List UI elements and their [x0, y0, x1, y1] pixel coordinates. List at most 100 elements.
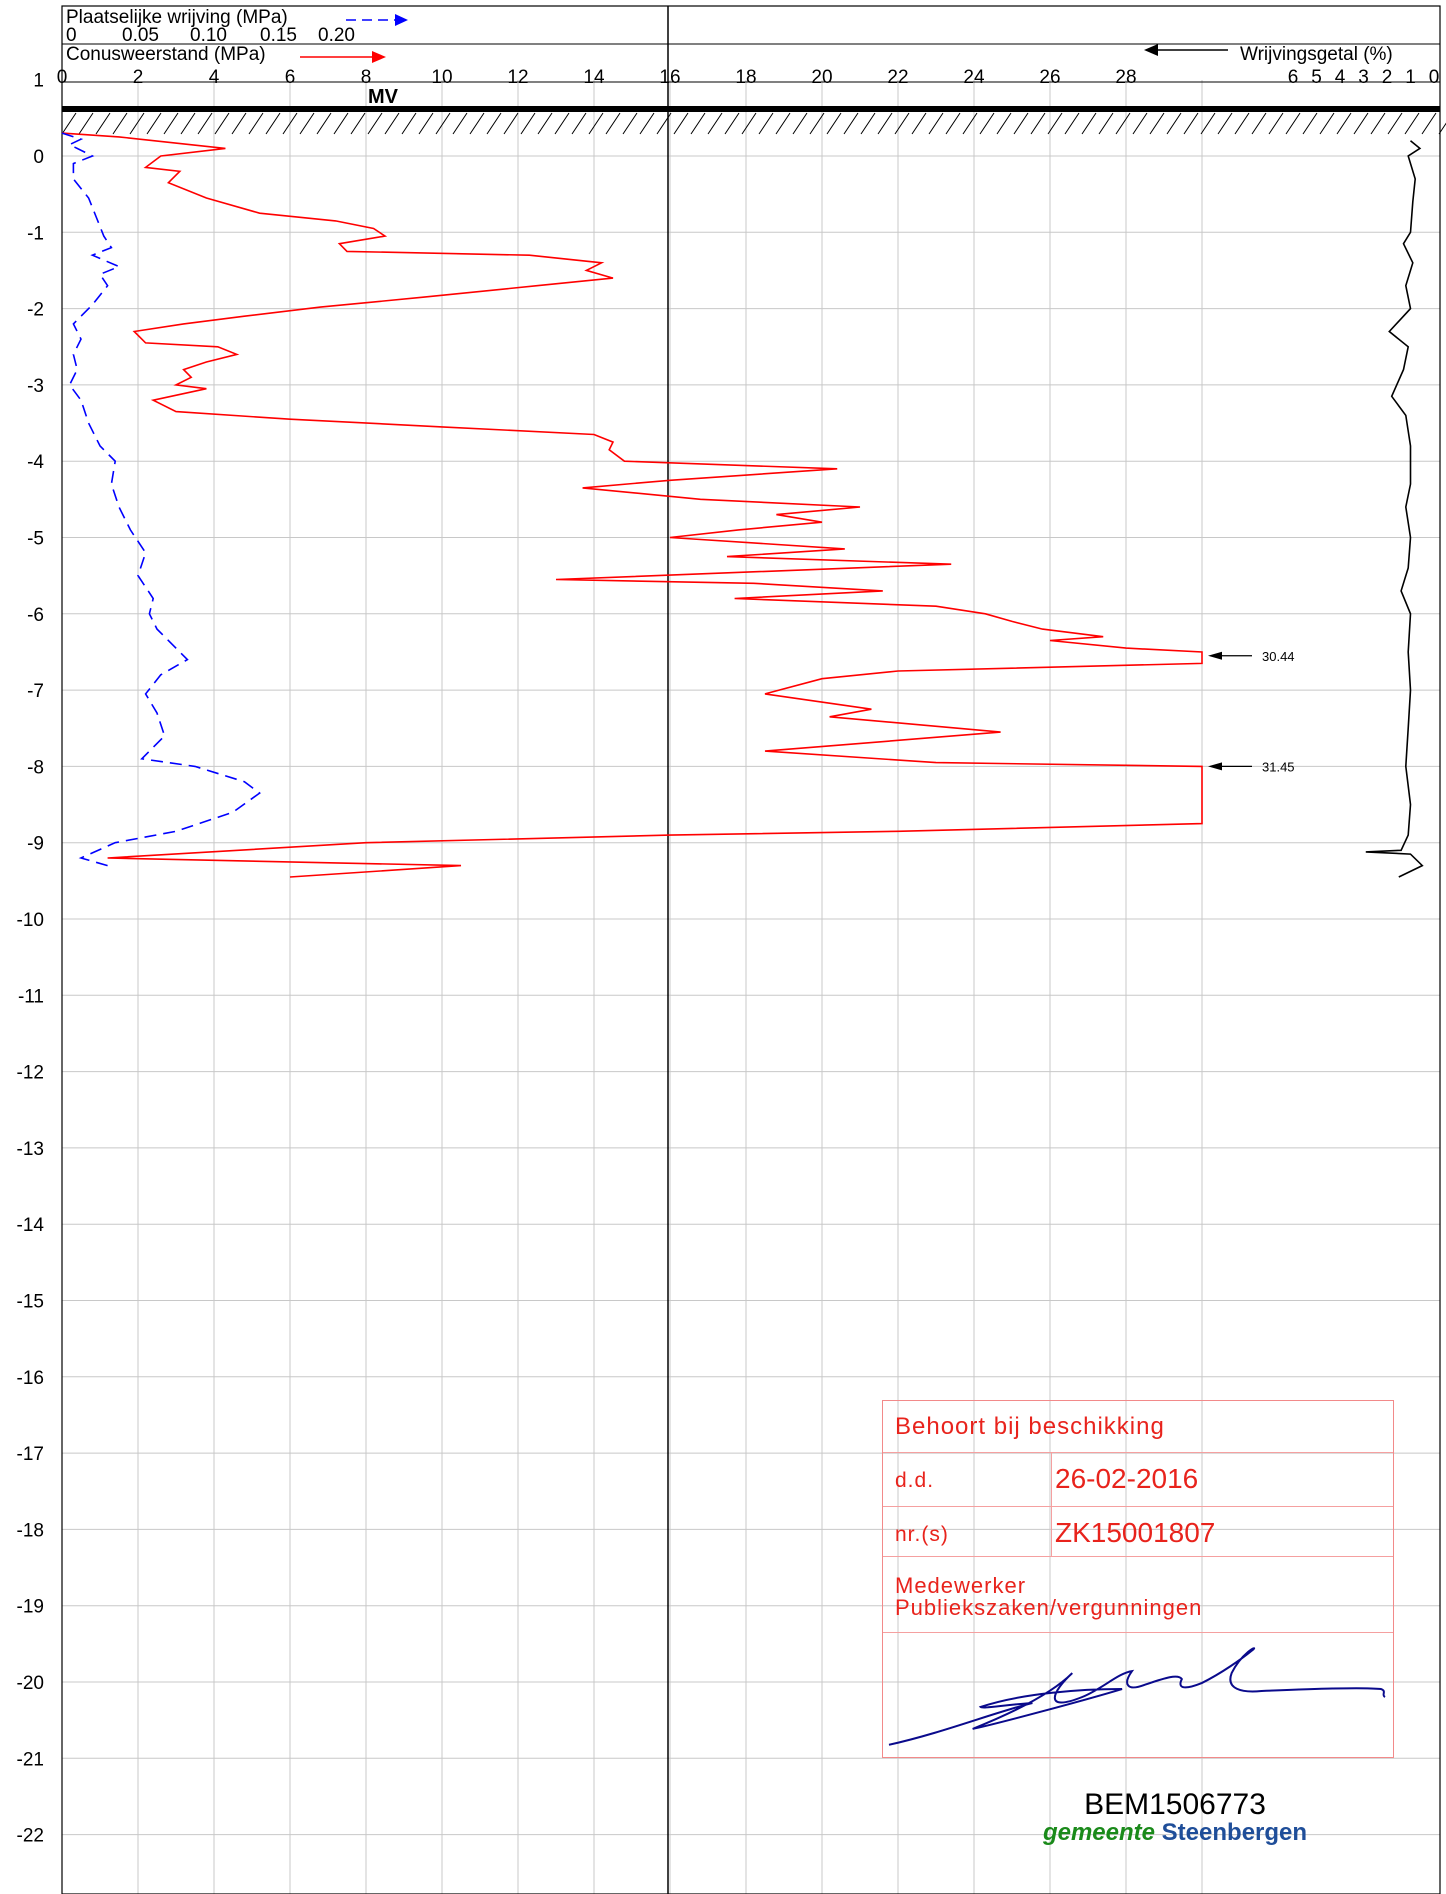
- hatch-mark: [350, 112, 366, 135]
- plot-frame: [61, 5, 1441, 1894]
- stamp-number-value: ZK15001807: [1055, 1517, 1216, 1548]
- hatch-mark: [911, 112, 927, 135]
- cone-tick-label: 20: [811, 67, 832, 88]
- friction-legend-arrowhead: [395, 14, 408, 26]
- hatch-mark: [1081, 112, 1097, 135]
- hatch-mark: [962, 112, 978, 135]
- hatch-mark: [1336, 112, 1352, 135]
- hatch-mark: [554, 112, 570, 135]
- depth-tick-label: -2: [27, 300, 44, 321]
- depth-tick-label: -14: [17, 1215, 45, 1236]
- depth-tick-label: -1: [27, 223, 44, 244]
- stamp-divider: [1051, 1453, 1052, 1557]
- ratio-axis-title: Wrijvingsgetal (%): [1240, 44, 1393, 65]
- hatch-mark: [78, 112, 94, 135]
- depth-tick-label: -3: [27, 376, 44, 397]
- ratio-tick-label: 1: [1405, 67, 1416, 88]
- depth-tick-label: -16: [17, 1368, 44, 1389]
- stamp-number-row: nr.(s) ZK15001807: [883, 1507, 1393, 1557]
- friction-axis-title: Plaatselijke wrijving (MPa): [66, 7, 288, 28]
- cone-tick-label: 8: [361, 67, 372, 88]
- hatch-mark: [418, 112, 434, 135]
- chart-series: [61, 132, 1424, 878]
- depth-tick-label: -22: [17, 1826, 44, 1847]
- hatch-mark: [928, 112, 944, 135]
- hatch-mark: [1234, 112, 1250, 135]
- cone-tick-label: 26: [1039, 67, 1060, 88]
- hatch-mark: [1421, 112, 1437, 135]
- stamp-number-label: nr.(s): [895, 1523, 949, 1546]
- hatch-mark: [180, 112, 196, 135]
- depth-tick-label: -12: [17, 1063, 44, 1084]
- municipality-logo: gemeente Steenbergen: [1000, 1820, 1350, 1846]
- hatch-mark: [1353, 112, 1369, 135]
- hatch-mark: [452, 112, 468, 135]
- cone-legend-arrowhead: [372, 51, 386, 63]
- hatch-mark: [1370, 112, 1386, 135]
- annotation-value: 30.44: [1262, 649, 1295, 664]
- depth-tick-label: -7: [27, 681, 44, 702]
- hatch-mark: [843, 112, 859, 135]
- stamp-role: Medewerker Publiekszaken/vergunningen: [883, 1557, 1393, 1633]
- cone-tick-label: 22: [887, 67, 908, 88]
- depth-tick-label: -9: [27, 834, 44, 855]
- depth-tick-label: 0: [33, 147, 44, 168]
- hatch-mark: [333, 112, 349, 135]
- friction-tick-label: 0: [66, 25, 77, 46]
- depth-tick-label: -10: [17, 910, 44, 931]
- depth-tick-label: -5: [27, 529, 44, 550]
- hatch-mark: [520, 112, 536, 135]
- hatch-mark: [231, 112, 247, 135]
- hatch-mark: [299, 112, 315, 135]
- hatch-mark: [1251, 112, 1267, 135]
- hatch-mark: [1047, 112, 1063, 135]
- hatch-mark: [1132, 112, 1148, 135]
- hatch-mark: [469, 112, 485, 135]
- hatch-mark: [979, 112, 995, 135]
- hatch-mark: [639, 112, 655, 135]
- hatch-mark: [656, 112, 672, 135]
- chart-axes: [61, 5, 1446, 1894]
- hatch-mark: [690, 112, 706, 135]
- ratio-tick-label: 6: [1288, 67, 1299, 88]
- depth-tick-label: -11: [18, 986, 44, 1007]
- cone-resistance-line: [61, 132, 1203, 878]
- depth-tick-label: -19: [17, 1597, 44, 1618]
- hatch-mark: [877, 112, 893, 135]
- ratio-tick-label: 4: [1335, 67, 1346, 88]
- hatch-mark: [1183, 112, 1199, 135]
- logo-word-steenbergen: Steenbergen: [1161, 1819, 1308, 1846]
- hatch-mark: [707, 112, 723, 135]
- hatch-mark: [1064, 112, 1080, 135]
- ratio-tick-label: 3: [1358, 67, 1369, 88]
- hatch-mark: [758, 112, 774, 135]
- document-code: BEM1506773: [1084, 1788, 1266, 1821]
- signature: [888, 1647, 1386, 1746]
- hatch-mark: [316, 112, 332, 135]
- cone-tick-label: 2: [133, 67, 144, 88]
- hatch-mark: [1149, 112, 1165, 135]
- annotation-value: 31.45: [1262, 759, 1295, 774]
- hatch-mark: [214, 112, 230, 135]
- hatch-mark: [673, 112, 689, 135]
- hatch-mark: [894, 112, 910, 135]
- approval-stamp: Behoort bij beschikking d.d. 26-02-2016 …: [882, 1400, 1394, 1758]
- annotation-arrowhead: [1208, 762, 1222, 771]
- chart-grid: [61, 80, 1440, 1894]
- depth-tick-label: -15: [17, 1292, 44, 1313]
- chart-annotations: 30.44 31.45: [1208, 649, 1295, 774]
- stamp-date-value: 26-02-2016: [1055, 1463, 1199, 1494]
- hatch-mark: [1115, 112, 1131, 135]
- cone-tick-label: 6: [285, 67, 296, 88]
- hatch-mark: [1438, 122, 1446, 135]
- hatch-mark: [163, 112, 179, 135]
- hatch-mark: [1217, 112, 1233, 135]
- depth-tick-label: -17: [17, 1444, 44, 1465]
- chart-tick-labels: 10-1-2-3-4-5-6-7-8-9-10-11-12-13-14-15-1…: [17, 25, 1440, 1847]
- hatch-mark: [775, 112, 791, 135]
- hatch-mark: [724, 112, 740, 135]
- cone-tick-label: 28: [1115, 67, 1136, 88]
- hatch-mark: [95, 112, 111, 135]
- cone-tick-label: 10: [431, 67, 452, 88]
- cone-tick-label: 16: [659, 67, 680, 88]
